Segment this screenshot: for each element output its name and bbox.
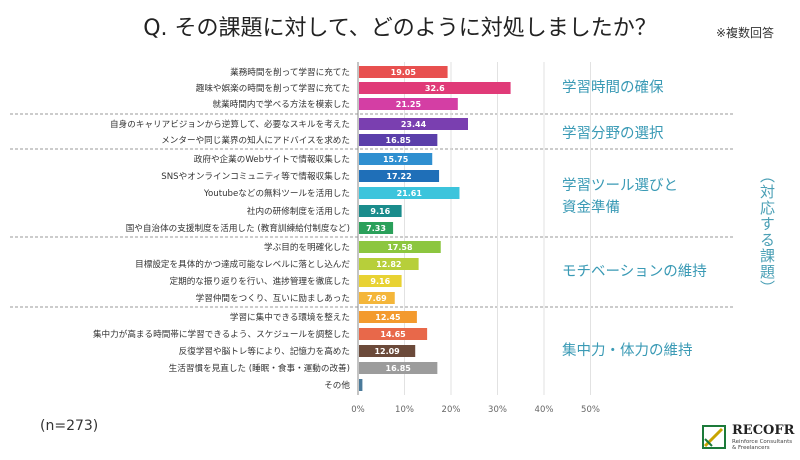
data-label: 12.09	[374, 347, 400, 356]
recofr-logo-icon	[702, 425, 726, 449]
data-label: 15.75	[383, 155, 409, 164]
data-label: 7.69	[367, 294, 387, 303]
bar	[359, 379, 363, 391]
multiple-answer-note: ※複数回答	[715, 26, 774, 40]
category-label: 学習仲間をつくり、互いに励ましあった	[196, 292, 350, 304]
recofr-logo: RECOFR Reinforce Consultants & Freelance…	[702, 422, 794, 454]
category-label: 集中力が高まる時間帯に学習できるよう、スケジュールを調整した	[93, 328, 350, 340]
group-label: 学習分野の選択	[562, 125, 664, 142]
bar	[359, 82, 511, 94]
category-label: 学習に集中できる環境を整えた	[230, 311, 350, 323]
data-label: 21.25	[396, 100, 422, 109]
data-label: 17.58	[387, 243, 413, 252]
data-label: 17.22	[386, 172, 411, 181]
data-label: 19.05	[391, 68, 417, 77]
x-tick-label: 20%	[442, 405, 461, 415]
bar	[359, 205, 402, 217]
category-label: Youtubeなどの無料ツールを活用した	[203, 187, 350, 199]
group-label: 学習時間の確保	[562, 79, 664, 96]
x-tick-label: 50%	[581, 405, 600, 415]
sample-size-note: (n=273)	[40, 418, 99, 434]
category-label: SNSやオンラインコミュニティ等で情報収集した	[161, 170, 350, 182]
bar	[359, 345, 416, 357]
category-label: 定期的な振り返りを行い、進捗管理を徹底した	[170, 275, 350, 287]
bar	[359, 362, 438, 374]
category-label: 目標設定を具体的かつ達成可能なレベルに落とし込んだ	[135, 258, 350, 270]
data-label: 12.45	[375, 313, 401, 322]
group-label: 集中力・体力の維持	[562, 342, 693, 359]
category-label: 国や自治体の支援制度を活用した (教育訓練給付制度など)	[126, 222, 350, 234]
data-label: 23.44	[401, 120, 427, 129]
category-label: メンターや同じ業界の知人にアドバイスを求めた	[161, 134, 350, 146]
x-tick-label: 30%	[488, 405, 507, 415]
data-label: 12.82	[376, 260, 401, 269]
category-label: その他	[324, 379, 350, 391]
group-label: モチベーションの維持	[562, 263, 707, 280]
x-tick-label: 0%	[351, 405, 365, 415]
category-label: 自身のキャリアビジョンから逆算して、必要なスキルを考えた	[110, 118, 350, 130]
category-label: 趣味や娯楽の時間を削って学習に充てた	[196, 82, 350, 94]
category-label: 社内の研修制度を活用した	[247, 205, 350, 217]
data-label: 16.85	[386, 364, 412, 373]
bar	[359, 187, 460, 199]
corresponding-issue-label: （対応する課題）	[758, 168, 776, 296]
group-label: 資金準備	[562, 199, 620, 216]
data-label: 14.65	[380, 330, 406, 339]
bar	[359, 98, 458, 110]
category-label: 生活習慣を見直した (睡眠・食事・運動の改善)	[169, 362, 350, 374]
bar	[359, 292, 395, 304]
data-label: 32.6	[425, 84, 445, 93]
bar	[359, 311, 417, 323]
data-label: 21.61	[397, 189, 423, 198]
bar	[359, 153, 433, 165]
x-tick-label: 40%	[535, 405, 554, 415]
bar	[359, 275, 402, 287]
x-tick-label: 10%	[395, 405, 414, 415]
bar	[359, 328, 428, 340]
category-label: 政府や企業のWebサイトで情報収集した	[194, 153, 350, 165]
bar	[359, 258, 419, 270]
bar	[359, 134, 438, 146]
bar	[359, 222, 394, 234]
category-label: 就業時間内で学べる方法を模索した	[212, 98, 350, 110]
bar	[359, 170, 440, 182]
category-label: 反復学習や脳トレ等により、記憶力を高めた	[179, 345, 350, 357]
logo-name: RECOFR	[732, 423, 795, 438]
category-label: 学ぶ目的を明確化した	[264, 241, 350, 253]
category-label: 業務時間を削って学習に充てた	[230, 66, 350, 78]
chart-title: Q. その課題に対して、どのように対処しましたか？	[143, 16, 657, 41]
bar	[359, 118, 468, 130]
data-label: 7.33	[366, 224, 386, 233]
data-label: 9.16	[370, 207, 390, 216]
bar	[359, 241, 441, 253]
group-label: 学習ツール選びと	[562, 177, 678, 194]
bar	[359, 66, 448, 78]
data-label: 16.85	[386, 136, 412, 145]
logo-tagline: Reinforce Consultants & Freelancers	[732, 439, 793, 451]
data-label: 9.16	[370, 277, 390, 286]
